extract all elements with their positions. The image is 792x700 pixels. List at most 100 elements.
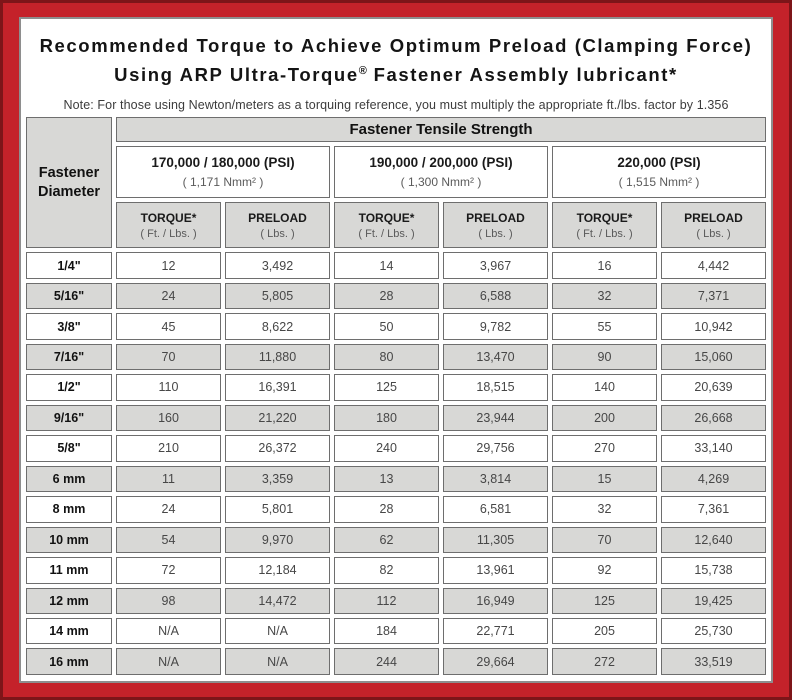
torque-value-cell: 205 bbox=[552, 617, 657, 645]
torque-value-cell: 110 bbox=[116, 374, 221, 401]
preload-value-cell: 6,588 bbox=[443, 282, 548, 310]
preload-value-cell: 15,060 bbox=[661, 343, 766, 371]
fastener-diameter-cell: 11 mm bbox=[26, 557, 112, 584]
preload-value-cell: 21,220 bbox=[225, 404, 330, 432]
torque-value-cell: 92 bbox=[552, 557, 657, 584]
torque-value-cell: 62 bbox=[334, 526, 439, 554]
psi-group-220: 220,000 (PSI) ( 1,515 Nmm² ) bbox=[552, 146, 766, 199]
fastener-diameter-cell: 7/16" bbox=[26, 343, 112, 371]
subheader-row: TORQUE* ( Ft. / Lbs. ) PRELOAD ( Lbs. ) … bbox=[26, 202, 766, 249]
preload-value-cell: 3,492 bbox=[225, 252, 330, 279]
psi-header-row: 170,000 / 180,000 (PSI) ( 1,171 Nmm² ) 1… bbox=[26, 146, 766, 199]
psi-label: 220,000 (PSI) bbox=[617, 155, 701, 171]
preload-value-cell: 7,361 bbox=[661, 496, 766, 523]
preload-value-cell: 11,305 bbox=[443, 526, 548, 554]
torque-value-cell: 72 bbox=[116, 557, 221, 584]
fastener-diameter-cell: 5/16" bbox=[26, 282, 112, 310]
fastener-diameter-cell: 14 mm bbox=[26, 617, 112, 645]
fastener-diameter-cell: 5/8" bbox=[26, 435, 112, 462]
title-line1: Recommended Torque to Achieve Optimum Pr… bbox=[39, 35, 753, 56]
psi-label: 170,000 / 180,000 (PSI) bbox=[151, 155, 295, 171]
preload-value-cell: 13,961 bbox=[443, 557, 548, 584]
preload-value-cell: 5,805 bbox=[225, 282, 330, 310]
torque-preload-table: Fastener Diameter Fastener Tensile Stren… bbox=[22, 113, 770, 679]
table-wrapper: Fastener Diameter Fastener Tensile Stren… bbox=[21, 112, 771, 681]
fastener-diameter-cell: 16 mm bbox=[26, 648, 112, 675]
fastener-diameter-cell: 1/2" bbox=[26, 374, 112, 401]
psi-group-170-180: 170,000 / 180,000 (PSI) ( 1,171 Nmm² ) bbox=[116, 146, 330, 199]
preload-value-cell: 9,782 bbox=[443, 313, 548, 340]
torque-value-cell: 90 bbox=[552, 343, 657, 371]
table-row: 11 mm 72 12,184 82 13,961 92 15,738 bbox=[26, 557, 766, 584]
title-block: Recommended Torque to Achieve Optimum Pr… bbox=[21, 19, 771, 112]
preload-value-cell: 3,359 bbox=[225, 465, 330, 493]
torque-value-cell: 200 bbox=[552, 404, 657, 432]
torque-value-cell: 32 bbox=[552, 496, 657, 523]
table-row: 3/8" 45 8,622 50 9,782 55 10,942 bbox=[26, 313, 766, 340]
table-row: 6 mm 11 3,359 13 3,814 15 4,269 bbox=[26, 465, 766, 493]
preload-value-cell: 9,970 bbox=[225, 526, 330, 554]
table-row: 1/2" 110 16,391 125 18,515 140 20,639 bbox=[26, 374, 766, 401]
torque-value-cell: 125 bbox=[552, 587, 657, 614]
preload-value-cell: 3,967 bbox=[443, 252, 548, 279]
preload-value-cell: 5,801 bbox=[225, 496, 330, 523]
preload-value-cell: 26,372 bbox=[225, 435, 330, 462]
preload-value-cell: 29,664 bbox=[443, 648, 548, 675]
torque-value-cell: 70 bbox=[552, 526, 657, 554]
torque-value-cell: 13 bbox=[334, 465, 439, 493]
table-row: 5/8" 210 26,372 240 29,756 270 33,140 bbox=[26, 435, 766, 462]
preload-value-cell: 7,371 bbox=[661, 282, 766, 310]
page-title: Recommended Torque to Achieve Optimum Pr… bbox=[27, 32, 765, 89]
preload-value-cell: 4,269 bbox=[661, 465, 766, 493]
preload-value-cell: 15,738 bbox=[661, 557, 766, 584]
preload-value-cell: 16,949 bbox=[443, 587, 548, 614]
preload-value-cell: 13,470 bbox=[443, 343, 548, 371]
fastener-diameter-cell: 10 mm bbox=[26, 526, 112, 554]
preload-value-cell: 33,140 bbox=[661, 435, 766, 462]
preload-value-cell: 25,730 bbox=[661, 617, 766, 645]
torque-value-cell: 244 bbox=[334, 648, 439, 675]
torque-value-cell: 184 bbox=[334, 617, 439, 645]
preload-value-cell: 8,622 bbox=[225, 313, 330, 340]
torque-value-cell: N/A bbox=[116, 648, 221, 675]
table-row: 9/16" 160 21,220 180 23,944 200 26,668 bbox=[26, 404, 766, 432]
title-line2: Using ARP Ultra-Torque® Fastener Assembl… bbox=[114, 63, 678, 85]
torque-value-cell: 112 bbox=[334, 587, 439, 614]
corner-header-cell: Fastener Diameter bbox=[26, 117, 112, 249]
torque-value-cell: 160 bbox=[116, 404, 221, 432]
preload-value-cell: 10,942 bbox=[661, 313, 766, 340]
torque-value-cell: 125 bbox=[334, 374, 439, 401]
table-row: 12 mm 98 14,472 112 16,949 125 19,425 bbox=[26, 587, 766, 614]
psi-group-190-200: 190,000 / 200,000 (PSI) ( 1,300 Nmm² ) bbox=[334, 146, 548, 199]
table-row: 8 mm 24 5,801 28 6,581 32 7,361 bbox=[26, 496, 766, 523]
fastener-diameter-cell: 3/8" bbox=[26, 313, 112, 340]
torque-value-cell: 270 bbox=[552, 435, 657, 462]
torque-value-cell: 82 bbox=[334, 557, 439, 584]
registered-trademark-symbol: ® bbox=[358, 64, 367, 77]
torque-value-cell: 140 bbox=[552, 374, 657, 401]
fastener-diameter-cell: 9/16" bbox=[26, 404, 112, 432]
torque-table-body: 1/4" 12 3,492 14 3,967 16 4,442 5/16" 24 5,805 28 6… bbox=[26, 252, 766, 675]
torque-value-cell: 15 bbox=[552, 465, 657, 493]
torque-value-cell: 70 bbox=[116, 343, 221, 371]
torque-value-cell: 24 bbox=[116, 496, 221, 523]
tensile-header-row: Fastener Diameter Fastener Tensile Stren… bbox=[26, 117, 766, 249]
torque-value-cell: 32 bbox=[552, 282, 657, 310]
nmm-label: ( 1,171 Nmm² ) bbox=[182, 175, 264, 190]
psi-label: 190,000 / 200,000 (PSI) bbox=[369, 155, 513, 171]
table-row: 7/16" 70 11,880 80 13,470 90 15,060 bbox=[26, 343, 766, 371]
torque-value-cell: 55 bbox=[552, 313, 657, 340]
torque-value-cell: 11 bbox=[116, 465, 221, 493]
torque-value-cell: 180 bbox=[334, 404, 439, 432]
torque-value-cell: 28 bbox=[334, 496, 439, 523]
torque-value-cell: 16 bbox=[552, 252, 657, 279]
torque-value-cell: 24 bbox=[116, 282, 221, 310]
torque-column-header: TORQUE* ( Ft. / Lbs. ) bbox=[334, 202, 439, 249]
preload-value-cell: 11,880 bbox=[225, 343, 330, 371]
torque-value-cell: 98 bbox=[116, 587, 221, 614]
preload-column-header: PRELOAD ( Lbs. ) bbox=[443, 202, 548, 249]
fastener-diameter-cell: 6 mm bbox=[26, 465, 112, 493]
preload-value-cell: 20,639 bbox=[661, 374, 766, 401]
torque-value-cell: 28 bbox=[334, 282, 439, 310]
